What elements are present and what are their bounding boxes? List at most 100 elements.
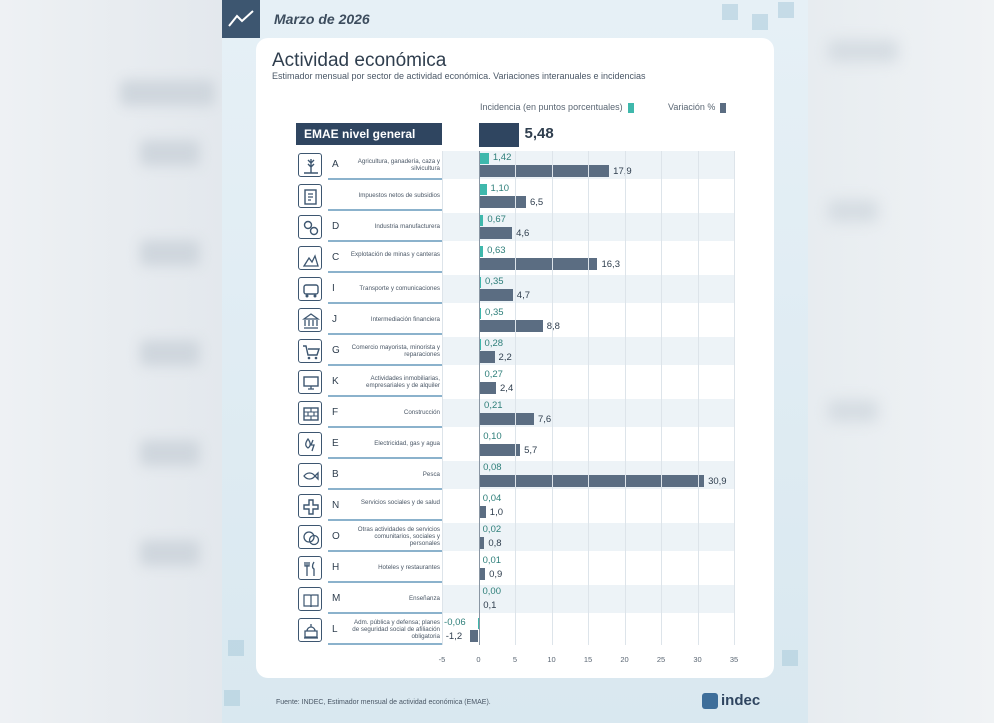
- variation-bar: [478, 537, 485, 549]
- header-date: Marzo de 2026: [274, 11, 370, 27]
- decor-pixel: [782, 650, 798, 666]
- legend-variation-swatch: [720, 102, 727, 113]
- gridline: [661, 151, 662, 645]
- sector-letter: N: [332, 500, 340, 511]
- incidence-label: 0,10: [483, 431, 502, 442]
- row-divider: [328, 302, 442, 304]
- gridline: [588, 151, 589, 645]
- infographic: Marzo de 2026 Actividad económica Estima…: [222, 0, 808, 723]
- incidence-bar: [478, 308, 482, 319]
- incidence-label: 0,35: [485, 307, 504, 318]
- row-divider: [328, 178, 442, 180]
- background-blur: [140, 540, 200, 566]
- background-left: [0, 0, 222, 723]
- mining-icon: [298, 246, 322, 270]
- variation-label: -1,2: [445, 631, 463, 642]
- row-divider: [328, 333, 442, 335]
- sector-letter: D: [332, 221, 340, 232]
- x-tick-label: 5: [512, 655, 518, 664]
- sector-name: Transporte y comunicaciones: [359, 285, 440, 292]
- monitor-icon: [298, 370, 322, 394]
- row-divider: [328, 395, 442, 397]
- variation-label: 4,6: [516, 228, 530, 239]
- decor-pixel: [224, 690, 240, 706]
- incidence-label: 0,00: [482, 586, 502, 597]
- legend-incidence-swatch: [627, 102, 634, 113]
- row-divider: [328, 581, 442, 583]
- incidence-label: 1,10: [490, 183, 510, 194]
- bricks-icon: [298, 401, 322, 425]
- variation-bar: [478, 196, 526, 208]
- row-divider: [328, 240, 442, 242]
- gridline: [515, 151, 516, 645]
- sector-letter: G: [332, 345, 340, 356]
- bus-icon: [298, 277, 322, 301]
- chart-subtitle: Estimador mensual por sector de activida…: [272, 71, 646, 81]
- variation-bar: [478, 258, 598, 270]
- x-tick-label: 20: [620, 655, 629, 664]
- background-blur: [140, 340, 200, 366]
- sector-letter: H: [332, 562, 340, 573]
- variation-bar: [478, 413, 534, 425]
- government-icon: [298, 618, 322, 642]
- header-logo: [222, 0, 260, 38]
- variation-label: 0,1: [483, 600, 497, 611]
- sector-letter: C: [332, 252, 340, 263]
- variation-bar: [478, 475, 705, 487]
- sector-letter: A: [332, 159, 339, 170]
- general-bar: [478, 123, 519, 147]
- utilities-icon: [298, 432, 322, 456]
- gridline: [697, 151, 699, 645]
- theater-masks-icon: [298, 525, 322, 549]
- variation-label: 1,0: [489, 507, 504, 518]
- sector-letter: E: [332, 438, 339, 449]
- gears-icon: [298, 215, 322, 239]
- incidence-label: 0,21: [484, 400, 503, 411]
- row-divider: [328, 457, 442, 459]
- indec-brand: indec: [702, 692, 761, 710]
- incidence-label: 1,42: [492, 152, 512, 163]
- sector-name: Industria manufacturera: [374, 223, 440, 230]
- x-tick-label: -5: [438, 655, 446, 664]
- incidence-bar: [478, 246, 484, 257]
- decor-pixel: [228, 640, 244, 656]
- incidence-label: 0,02: [482, 524, 502, 535]
- variation-bar: [469, 630, 479, 642]
- background-blur: [140, 440, 200, 466]
- incidence-label: 0,28: [484, 338, 504, 349]
- sector-name: Hoteles y restaurantes: [378, 564, 440, 571]
- decor-pixel: [778, 2, 794, 18]
- legend-variation: Variación %: [668, 102, 727, 113]
- indec-wordmark: indec: [721, 692, 761, 709]
- sector-letter: B: [332, 469, 339, 480]
- incidence-label: 0,67: [487, 214, 506, 225]
- row-divider: [328, 488, 442, 490]
- x-tick-label: 35: [729, 655, 739, 664]
- background-right: [808, 0, 994, 723]
- row-divider: [328, 612, 442, 614]
- x-tick-label: 15: [583, 655, 593, 664]
- legend-variation-label: Variación %: [668, 102, 716, 112]
- gridline: [442, 151, 443, 645]
- sector-name: Impuestos netos de subsidios: [358, 192, 440, 199]
- sector-letter: O: [332, 531, 340, 542]
- variation-label: 2,2: [498, 352, 512, 363]
- general-value: 5,48: [524, 125, 554, 142]
- sector-name: Enseñanza: [409, 595, 440, 602]
- incidence-label: 0,01: [482, 555, 502, 566]
- row-divider: [328, 209, 442, 211]
- variation-bar: [478, 568, 486, 580]
- tax-document-icon: [298, 184, 322, 208]
- background-blur: [120, 80, 215, 106]
- trend-line-icon: [228, 10, 254, 27]
- variation-label: 0,9: [489, 569, 503, 580]
- variation-bar: [478, 320, 543, 332]
- incidence-label: -0,06: [444, 617, 466, 628]
- variation-bar: [478, 165, 610, 177]
- sector-letter: M: [332, 593, 341, 604]
- sector-name: Adm. pública y defensa; planes de seguri…: [352, 619, 440, 640]
- sector-name: Actividades inmobiliarias, empresariales…: [366, 375, 440, 389]
- incidence-label: 0,04: [482, 493, 502, 504]
- chart-card: Actividad económica Estimador mensual po…: [256, 38, 774, 678]
- sector-name: Intermediación financiera: [370, 316, 440, 323]
